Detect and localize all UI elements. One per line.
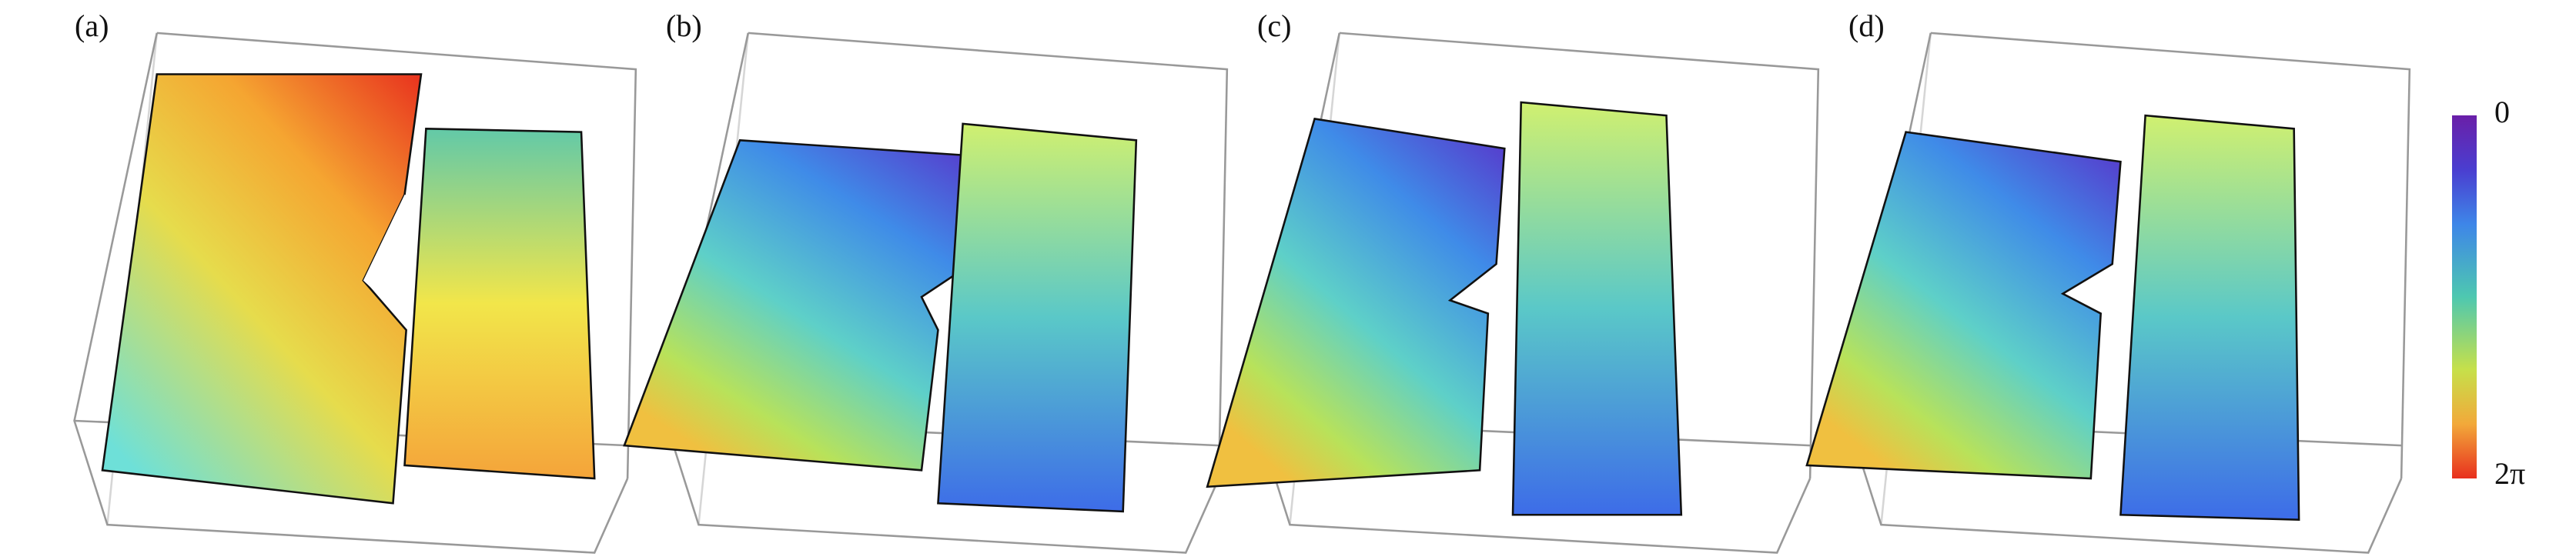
right-sheet (403, 127, 596, 480)
colorbar-label: 2π (2494, 456, 2525, 491)
left-sheet (101, 73, 423, 505)
panel-label: (c) (1257, 8, 1291, 43)
right-sheet (1511, 101, 1683, 516)
panel-c (1206, 32, 1820, 554)
panel-d (1805, 32, 2411, 554)
right-sheet (2119, 114, 2300, 521)
panel-label: (a) (75, 8, 109, 43)
panel-a (73, 32, 637, 554)
colorbar (2452, 115, 2477, 478)
left-sheet (1805, 131, 2122, 480)
panel-label: (d) (1848, 8, 1885, 43)
colorbar-label: 0 (2494, 95, 2510, 129)
left-sheet (623, 138, 989, 472)
left-sheet (1206, 117, 1506, 488)
right-sheet (937, 122, 1138, 513)
panel-label: (b) (666, 8, 702, 43)
panel-b (623, 32, 1229, 554)
